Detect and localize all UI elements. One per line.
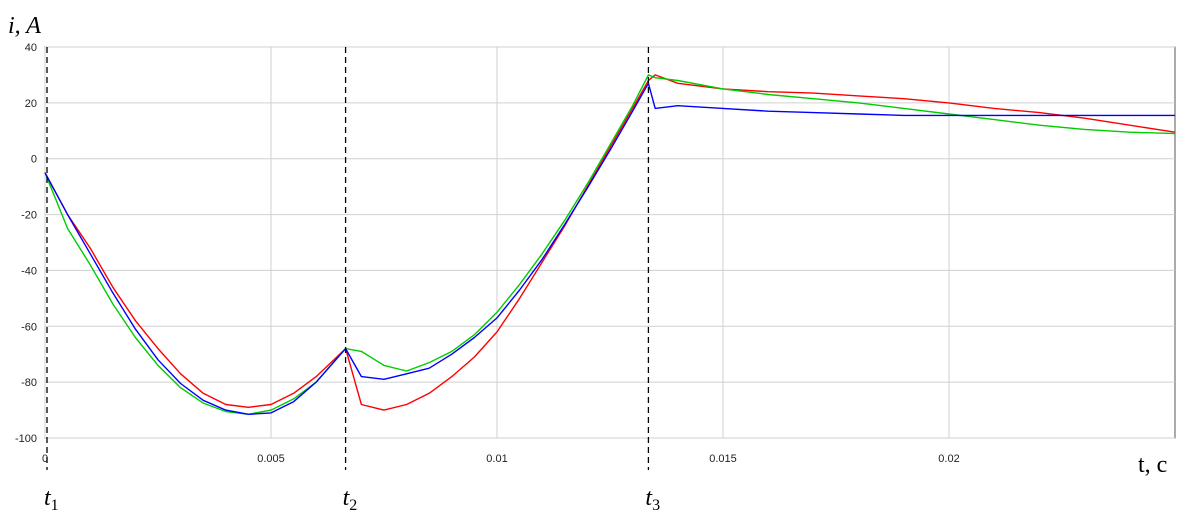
plot-area [44,46,1176,439]
y-tick-label: -80 [21,377,37,389]
series-line-1 [44,74,1176,411]
series-line-2 [44,74,1176,415]
x-axis-title: t, c [1138,452,1167,478]
y-axis-title: i, A [8,13,41,39]
marker-label-2: t2 [343,485,358,514]
y-tick-label: -20 [21,210,37,222]
x-tick-label: 0 [42,453,48,465]
y-tick-label: -40 [21,265,37,277]
series-lines [44,74,1176,415]
x-tick-label: 0.02 [938,453,959,465]
marker-label-3: t3 [645,485,660,514]
y-tick-label: -100 [15,433,37,445]
y-tick-label: -60 [21,321,37,333]
series-line-3 [44,82,1175,415]
grid [44,46,1175,439]
y-tick-labels: 40 20 0 -20 -40 -60 -80 -100 [15,42,37,445]
y-tick-label: 40 [25,42,37,54]
x-tick-label: 0.005 [257,453,285,465]
y-tick-label: 0 [31,154,37,166]
x-tick-labels: 0 0.005 0.01 0.015 0.02 [42,453,960,465]
marker-label-1: t1 [44,485,59,514]
y-tick-label: 20 [25,98,37,110]
x-tick-label: 0.015 [709,453,737,465]
x-tick-label: 0.01 [486,453,507,465]
